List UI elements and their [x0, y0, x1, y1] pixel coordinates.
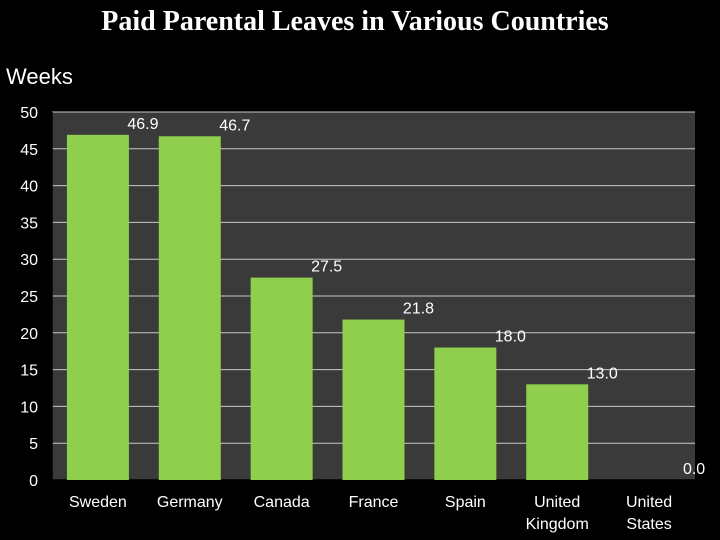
data-label: 18.0: [495, 329, 526, 346]
y-tick-label: 0: [29, 473, 38, 490]
y-tick-label: 45: [20, 142, 38, 159]
bar: [434, 347, 497, 480]
data-label: 21.8: [403, 301, 434, 318]
data-label: 46.7: [219, 117, 250, 134]
x-tick-label: United Kingdom: [526, 494, 589, 533]
y-tick-label: 25: [20, 289, 38, 306]
bar: [66, 134, 129, 481]
x-tick-label: Spain: [445, 494, 486, 511]
y-tick-label: 50: [20, 105, 38, 122]
bar: [342, 319, 405, 480]
y-tick-label: 15: [20, 363, 38, 380]
x-tick-label: France: [349, 494, 399, 511]
y-axis-label: Weeks: [6, 64, 73, 89]
y-tick-label: 30: [20, 252, 38, 269]
data-label: 0.0: [683, 461, 705, 478]
data-label: 27.5: [311, 259, 342, 276]
data-label: 13.0: [587, 365, 618, 382]
y-tick-label: 5: [29, 436, 38, 453]
bar: [250, 277, 313, 480]
bar: [526, 384, 589, 480]
y-tick-label: 35: [20, 215, 38, 232]
x-tick-label: United States: [626, 494, 672, 533]
x-tick-label: Canada: [254, 494, 310, 511]
data-label: 46.9: [127, 116, 158, 133]
chart-title: Paid Parental Leaves in Various Countrie…: [101, 6, 609, 37]
x-tick-label: Sweden: [69, 494, 127, 511]
x-tick-label: Germany: [157, 494, 223, 511]
y-tick-label: 40: [20, 179, 38, 196]
y-tick-label: 20: [20, 326, 38, 343]
y-tick-label: 10: [20, 399, 38, 416]
bar: [158, 136, 221, 480]
